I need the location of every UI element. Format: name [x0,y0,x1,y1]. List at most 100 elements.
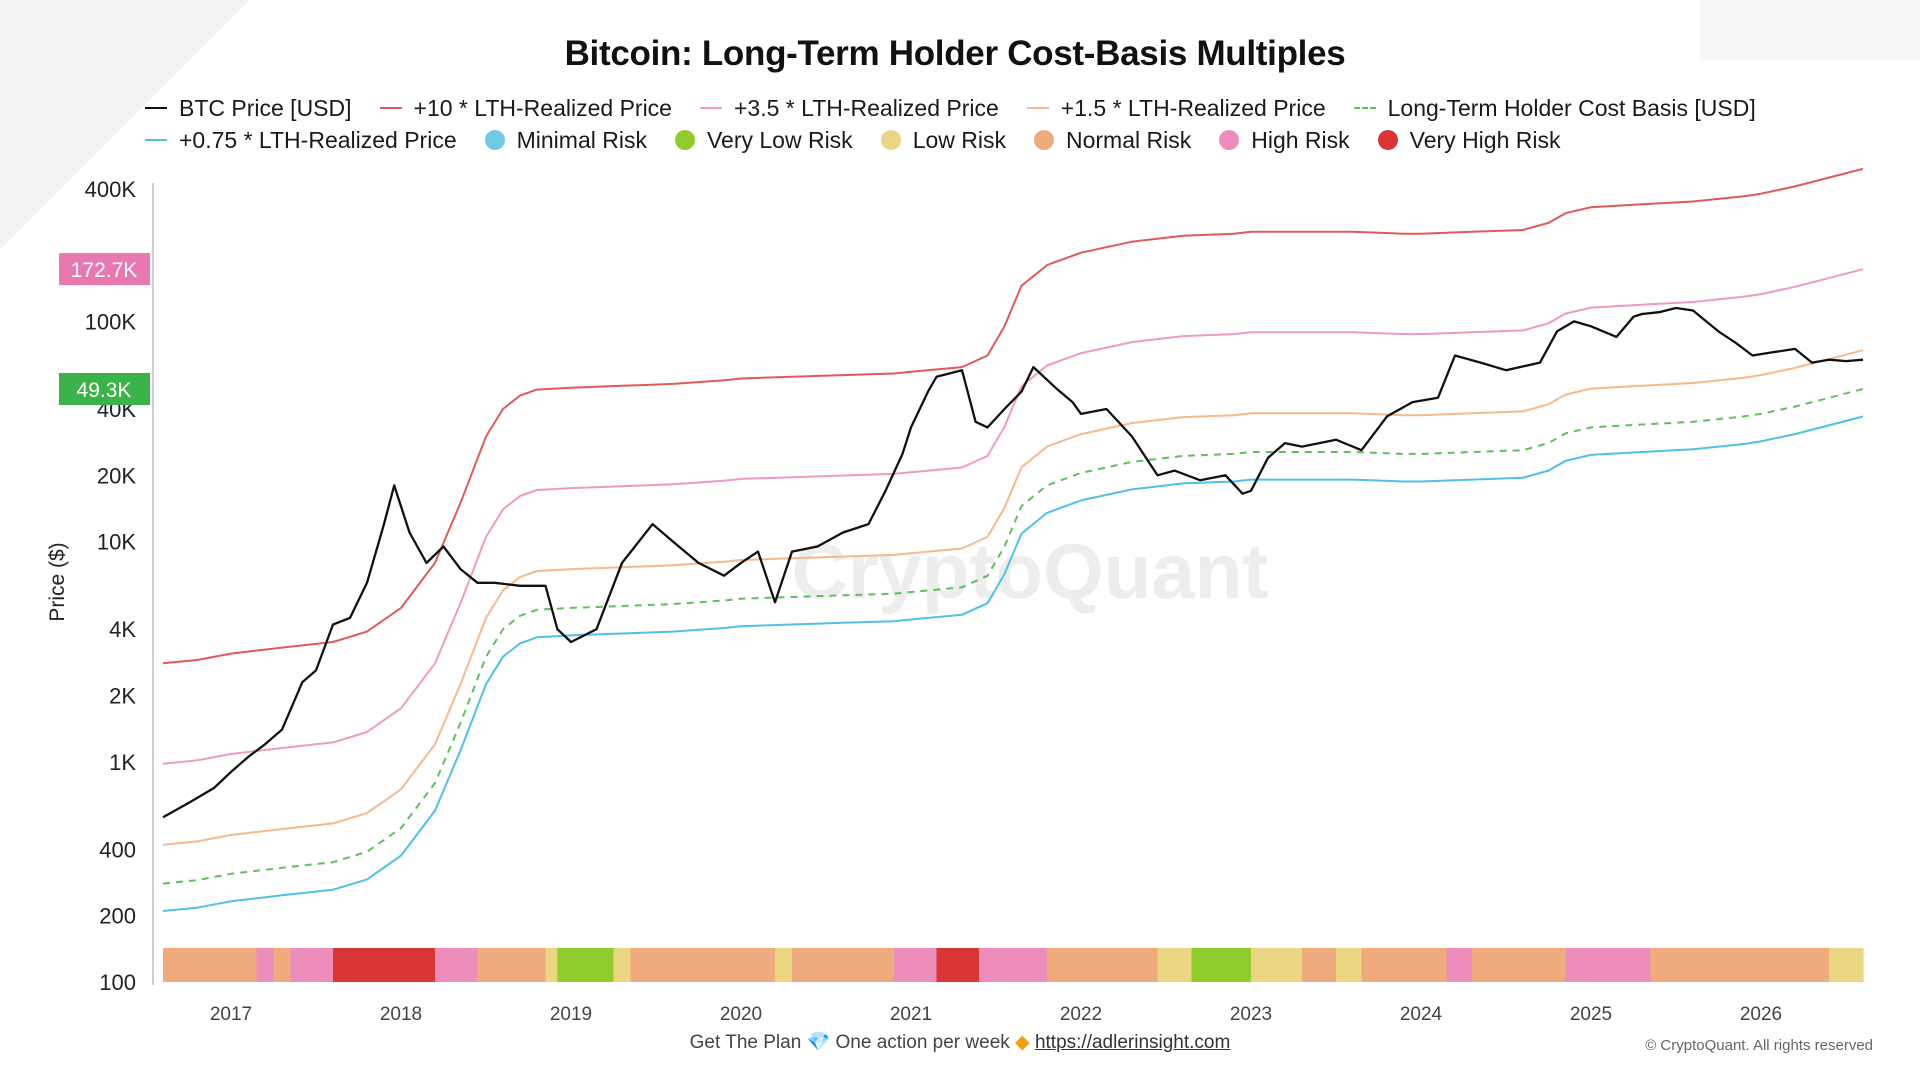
legend-swatch [880,130,901,150]
gem-icon: 💎 [806,1032,831,1053]
legend-item-normal-risk[interactable]: Normal Risk [1034,127,1191,154]
legend-swatch [1353,107,1376,109]
legend-label: +3.5 * LTH-Realized Price [733,94,999,121]
risk-band-very-high [333,948,436,982]
risk-band-normal [1302,948,1337,982]
legend-swatch [699,107,722,109]
risk-band-normal [630,948,776,982]
risk-band-normal [273,948,292,982]
series-long-term-holder-cost-basis-usd [162,388,1864,885]
legend-item-10-lth-realized-price[interactable]: +10 * LTH-Realized Price [379,94,672,122]
legend-label: Normal Risk [1066,126,1192,153]
x-tick-label: 2021 [890,1004,932,1025]
x-tick-label: 2022 [1060,1004,1102,1025]
legend-item-minimal-risk[interactable]: Minimal Risk [484,126,647,154]
background-corner-shade-right [1700,0,1920,60]
risk-band-low [1829,948,1864,982]
legend-item-very-high-risk[interactable]: Very High Risk [1377,126,1561,154]
legend-item-very-low-risk[interactable]: Very Low Risk [674,126,853,154]
legend-label: Very Low Risk [706,126,853,153]
legend-item-3-5-lth-realized-price[interactable]: +3.5 * LTH-Realized Price [699,94,999,122]
legend-swatch [1219,130,1240,150]
risk-band-low [1251,948,1303,982]
x-tick-label: 2018 [380,1004,422,1025]
x-tick-label: 2019 [550,1004,592,1025]
risk-band-low [1157,948,1193,982]
risk-band-normal [1072,948,1159,982]
series-1-5-lth-realized-price [162,349,1864,846]
risk-band-high [435,948,479,982]
risk-band-high [1565,948,1618,982]
legend-label: BTC Price [USD] [179,94,352,121]
risk-band-high [290,948,334,982]
y-tick-label: 100 [99,970,136,995]
risk-band-high [1616,948,1652,982]
legend-label: +10 * LTH-Realized Price [413,94,672,121]
value-marker-label: 49.3K [77,379,132,402]
value-marker-49-3k [59,372,150,405]
legend-row-1: BTC Price [USD] +10 * LTH-Realized Price +… [145,92,1845,124]
y-tick-label: 10K [97,530,136,555]
legend-item-1-5-lth-realized-price[interactable]: +1.5 * LTH-Realized Price [1026,94,1326,122]
legend-swatch [145,139,167,141]
legend-item-high-risk[interactable]: High Risk [1219,126,1350,154]
risk-band-high [1446,948,1473,982]
risk-band-low [545,948,558,982]
x-tick-label: 2020 [720,1004,762,1025]
legend-swatch [1377,130,1398,150]
chart-title: Bitcoin: Long-Term Holder Cost-Basis Mul… [564,34,1346,73]
risk-band-very-low [1191,948,1252,982]
diamond-icon: ◆ [1015,1032,1030,1053]
risk-band-low [613,948,632,982]
series-btc-price-usd [162,306,1864,819]
risk-band-normal [1047,948,1074,982]
risk-band-very-low [557,948,615,982]
y-tick-label: 400 [99,837,136,862]
risk-band-normal [1472,948,1567,982]
footer-action: One action per week [835,1032,1010,1053]
x-tick-label: 2023 [1230,1004,1272,1025]
risk-band-high [979,948,1048,982]
legend-swatch [1026,107,1049,109]
footer-link[interactable]: https://adlerinsight.com [1034,1032,1231,1053]
legend-label: Very High Risk [1409,126,1561,153]
risk-band-normal [1361,948,1448,982]
risk-band-normal [163,948,258,982]
risk-band-high [256,948,275,982]
footer-plan: Get The Plan [689,1032,802,1053]
legend-label: Minimal Risk [516,126,647,153]
series-10-lth-realized-price [162,167,1864,665]
risk-band-low [775,948,793,982]
legend-item-long-term-holder-cost-basis-usd[interactable]: Long-Term Holder Cost Basis [USD] [1353,94,1756,122]
y-tick-label: 400K [85,177,137,202]
x-tick-label: 2017 [210,1004,252,1025]
legend-swatch [1034,130,1054,150]
risk-band-low [1336,948,1363,982]
x-tick-label: 2026 [1740,1004,1782,1025]
legend-item-0-75-lth-realized-price[interactable]: +0.75 * LTH-Realized Price [145,127,457,154]
legend-item-btc-price-usd[interactable]: BTC Price [USD] [145,95,352,122]
risk-band-high [894,948,938,982]
legend-swatch [484,130,505,150]
risk-band-very-high [936,948,980,982]
legend-label: +0.75 * LTH-Realized Price [179,126,457,153]
legend-label: Long-Term Holder Cost Basis [USD] [1387,94,1756,121]
risk-band-normal [1650,948,1830,982]
legend-label: +1.5 * LTH-Realized Price [1060,94,1326,121]
watermark: CryptoQuant [792,527,1269,615]
footer: Get The Plan 💎 One action per week ◆ htt… [0,1030,1920,1054]
background-corner-shade [0,0,250,250]
y-tick-label: 100K [85,309,137,334]
value-marker-label: 172.7K [71,259,138,282]
y-tick-label: 200 [99,904,136,929]
y-axis-label: Price ($) [46,542,69,621]
x-tick-label: 2025 [1570,1004,1612,1025]
legend-item-low-risk[interactable]: Low Risk [880,127,1006,154]
risk-band-normal [477,948,547,982]
y-tick-label: 1K [109,750,136,775]
legend-swatch [674,130,695,150]
legend-label: High Risk [1251,126,1350,153]
legend-swatch [379,107,402,109]
copyright: © CryptoQuant. All rights reserved [1645,1037,1873,1054]
